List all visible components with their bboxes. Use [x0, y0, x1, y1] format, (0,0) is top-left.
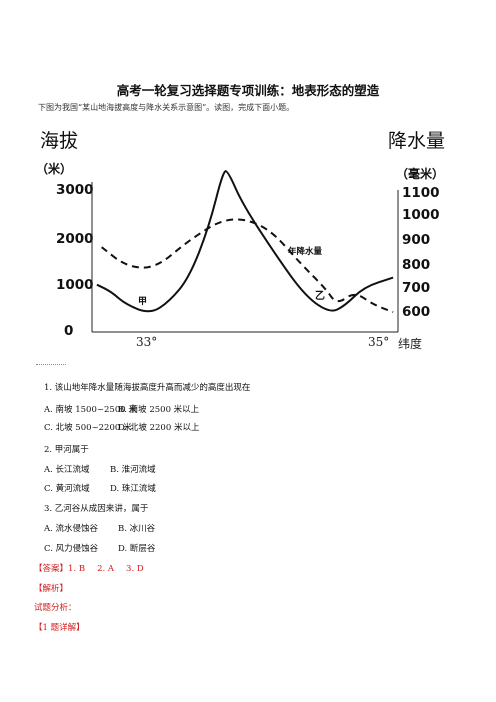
right-axis-unit: （毫米）	[396, 167, 445, 181]
analysis-detail: 【1 题详解】	[34, 623, 85, 633]
label-yi: 乙	[315, 291, 325, 302]
option: A. 长江流域	[44, 465, 90, 475]
option: C. 北坡 500~2200 米	[44, 423, 132, 433]
option: A. 流水侵蚀谷	[44, 524, 99, 534]
answer-label: 【答案】	[34, 564, 69, 574]
option: D. 珠江流域	[110, 484, 156, 494]
right-tick: 900	[402, 232, 431, 248]
left-axis-title: 海拔	[40, 130, 79, 152]
right-tick: 700	[402, 280, 431, 296]
page-title: 高考一轮复习选择题专项训练：地表形态的塑造	[116, 83, 380, 98]
right-tick: 600	[402, 304, 431, 320]
x-axis-label: 纬度	[398, 337, 423, 351]
intro-text: 下图为我国“某山地海拔高度与降水关系示意图”。读图，完成下面小题。	[38, 103, 295, 112]
left-tick: 3000	[56, 182, 94, 198]
answer-item: 2. A	[97, 564, 115, 574]
left-tick: 0	[64, 323, 74, 339]
precipitation-line	[101, 218, 394, 313]
x-tick: 33°	[136, 335, 158, 349]
option: D. 北坡 2200 米以上	[118, 423, 200, 433]
option: C. 黄河流域	[44, 484, 90, 494]
label-jia: 甲	[138, 297, 148, 307]
right-tick: 800	[402, 257, 431, 273]
question-stem: 1. 该山地年降水量随海拔高度升高而减少的高度出现在	[44, 383, 251, 393]
option: C. 风力侵蚀谷	[44, 544, 99, 554]
option: A. 南坡 1500~2500 米	[44, 405, 137, 415]
left-axis-unit: （米）	[36, 162, 73, 176]
left-tick: 2000	[56, 231, 94, 247]
option: B. 南坡 2500 米以上	[118, 405, 200, 415]
precip-series-label: 年降水量	[288, 247, 323, 257]
question-stem: 2. 甲河属于	[44, 445, 89, 455]
x-tick: 35°	[368, 335, 390, 349]
left-tick: 1000	[56, 277, 94, 293]
option: B. 冰川谷	[118, 524, 156, 534]
question-stem: 3. 乙河谷从成因来讲，属于	[44, 504, 149, 514]
right-tick: 1100	[402, 185, 440, 201]
option: B. 淮河流域	[110, 465, 156, 475]
right-axis-title: 降水量	[388, 130, 446, 152]
analysis-label: 【解析】	[34, 584, 69, 594]
answer-item: 1. B	[68, 564, 86, 574]
elevation-profile-line	[96, 170, 394, 313]
analysis-sub: 试题分析：	[34, 603, 77, 613]
divider	[36, 364, 66, 365]
right-tick: 1000	[402, 207, 440, 223]
answer-item: 3. D	[126, 564, 144, 574]
elevation-precipitation-chart	[91, 170, 399, 333]
answer-line: 【答案】1. B 2. A 3. D	[34, 562, 144, 574]
option: D. 断层谷	[118, 544, 156, 554]
